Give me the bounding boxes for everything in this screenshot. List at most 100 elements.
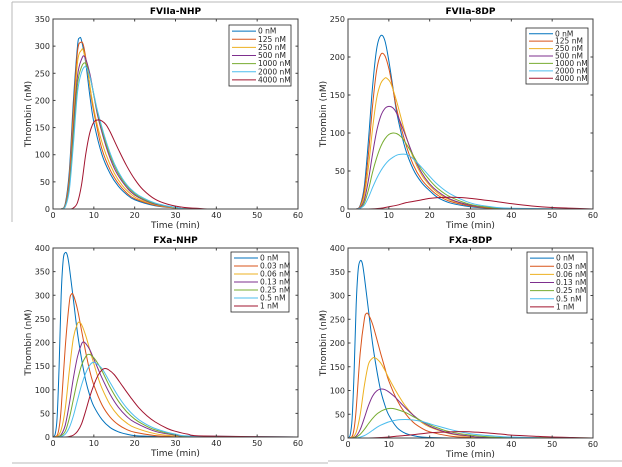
x-tick-label: 50 bbox=[547, 440, 557, 449]
legend-item-0-nm: 0 nM bbox=[234, 254, 278, 263]
y-tick-label: 100 bbox=[330, 387, 345, 396]
legend-label: 0 nM bbox=[258, 27, 276, 36]
series-line-2000-nm bbox=[53, 66, 298, 209]
y-axis-label: Thrombin (nM) bbox=[24, 309, 34, 376]
x-tick-label: 40 bbox=[211, 211, 221, 220]
legend-label: 0.06 nM bbox=[556, 270, 586, 279]
y-tick-label: 300 bbox=[35, 42, 50, 51]
legend-label: 0 nM bbox=[260, 254, 278, 263]
legend-item-0-03-nm: 0.03 nM bbox=[234, 262, 290, 271]
legend-label: 0.13 nM bbox=[556, 278, 586, 287]
x-tick-label: 30 bbox=[465, 440, 475, 449]
x-tick-label: 50 bbox=[252, 439, 262, 448]
y-tick-label: 50 bbox=[335, 410, 345, 419]
series-line-2000-nm bbox=[348, 153, 593, 209]
series-line-1-nm bbox=[53, 367, 298, 437]
legend-item-2000-nm: 2000 nM bbox=[529, 66, 588, 75]
x-tick-label: 0 bbox=[50, 439, 55, 448]
legend-label: 2000 nM bbox=[258, 67, 291, 76]
series-line-0-03-nm bbox=[348, 312, 593, 438]
legend-item-0-25-nm: 0.25 nM bbox=[234, 286, 290, 295]
y-axis-label: Thrombin (nM) bbox=[319, 310, 329, 377]
x-tick-label: 20 bbox=[425, 440, 435, 449]
legend-item-250-nm: 250 nM bbox=[529, 44, 583, 53]
x-axis-label: Time (min) bbox=[445, 450, 495, 460]
legend-item-4000-nm: 4000 nM bbox=[529, 74, 588, 83]
series-group bbox=[348, 259, 593, 438]
y-tick-label: 400 bbox=[35, 244, 50, 253]
series-line-4000-nm bbox=[53, 119, 298, 209]
y-tick-label: 250 bbox=[35, 315, 50, 324]
y-tick-label: 150 bbox=[35, 124, 50, 133]
plot-title: FXa-8DP bbox=[449, 236, 493, 246]
y-tick-label: 0 bbox=[45, 205, 50, 214]
legend-item-0-13-nm: 0.13 nM bbox=[530, 278, 586, 287]
legend-item-1000-nm: 1000 nM bbox=[529, 59, 588, 68]
y-tick-label: 250 bbox=[35, 69, 50, 78]
plot-title: FXa-NHP bbox=[153, 236, 198, 246]
y-tick-label: 0 bbox=[340, 434, 345, 443]
x-tick-label: 0 bbox=[345, 440, 350, 449]
y-axis-label: Thrombin (nM) bbox=[319, 81, 329, 148]
x-tick-label: 10 bbox=[384, 211, 394, 220]
legend-label: 500 nM bbox=[258, 51, 286, 60]
legend-item-0-nm: 0 nM bbox=[530, 254, 574, 263]
y-tick-label: 50 bbox=[40, 178, 50, 187]
y-axis-label: Thrombin (nM) bbox=[24, 81, 34, 148]
legend-item-500-nm: 500 nM bbox=[529, 52, 583, 61]
series-line-4000-nm bbox=[348, 196, 593, 209]
series-line-1-nm bbox=[348, 431, 593, 438]
legend-item-0-nm: 0 nM bbox=[232, 27, 276, 36]
series-line-0-nm bbox=[348, 259, 593, 438]
legend-item-0-nm: 0 nM bbox=[529, 29, 573, 38]
legend-item-500-nm: 500 nM bbox=[232, 51, 286, 60]
y-tick-label: 300 bbox=[35, 291, 50, 300]
x-tick-label: 20 bbox=[130, 439, 140, 448]
x-tick-label: 20 bbox=[425, 211, 435, 220]
series-line-500-nm bbox=[348, 105, 593, 209]
legend-item-125-nm: 125 nM bbox=[529, 37, 583, 46]
y-tick-label: 300 bbox=[330, 292, 345, 301]
x-axis-label: Time (min) bbox=[150, 221, 200, 231]
x-axis-label: Time (min) bbox=[150, 449, 200, 459]
series-group bbox=[53, 36, 298, 209]
legend: 0 nM0.03 nM0.06 nM0.13 nM0.25 nM0.5 nM1 … bbox=[230, 251, 290, 313]
x-axis-label: Time (min) bbox=[445, 221, 495, 231]
y-tick-label: 250 bbox=[330, 315, 345, 324]
legend-label: 2000 nM bbox=[555, 66, 588, 75]
legend-item-0-06-nm: 0.06 nM bbox=[530, 270, 586, 279]
x-tick-label: 30 bbox=[170, 439, 180, 448]
legend: 0 nM0.03 nM0.06 nM0.13 nM0.25 nM0.5 nM1 … bbox=[526, 251, 588, 314]
legend-item-0-5-nm: 0.5 nM bbox=[530, 294, 582, 303]
legend-item-0-25-nm: 0.25 nM bbox=[530, 286, 586, 295]
x-tick-label: 60 bbox=[293, 439, 303, 448]
plot-title: FVIIa-8DP bbox=[446, 7, 496, 17]
legend-label: 0.03 nM bbox=[260, 262, 290, 271]
series-line-0-25-nm bbox=[53, 353, 298, 437]
legend-item-1-nm: 1 nM bbox=[234, 302, 278, 311]
legend-label: 0.06 nM bbox=[260, 270, 290, 279]
legend-label: 0.03 nM bbox=[556, 262, 586, 271]
x-tick-label: 0 bbox=[345, 211, 350, 220]
legend-label: 0.5 nM bbox=[260, 294, 286, 303]
subplot-fxa-8dp: 0 10 20 30 40 50 60 0 50 100 150 200 250 300 350 400 FXa… bbox=[319, 236, 598, 460]
x-tick-label: 40 bbox=[506, 211, 516, 220]
x-tick-label: 50 bbox=[252, 211, 262, 220]
y-tick-label: 350 bbox=[330, 268, 345, 277]
y-tick-label: 150 bbox=[330, 91, 345, 100]
x-tick-label: 60 bbox=[588, 211, 598, 220]
legend-item-4000-nm: 4000 nM bbox=[232, 76, 291, 85]
series-line-0-nm bbox=[53, 251, 298, 437]
y-tick-label: 0 bbox=[45, 433, 50, 442]
series-group bbox=[348, 34, 593, 209]
series-line-1000-nm bbox=[348, 132, 593, 209]
legend-label: 125 nM bbox=[555, 37, 583, 46]
series-line-0-25-nm bbox=[348, 407, 593, 438]
series-line-0-5-nm bbox=[348, 418, 593, 438]
legend-label: 1 nM bbox=[260, 302, 278, 311]
series-line-0-13-nm bbox=[348, 388, 593, 438]
y-tick-label: 150 bbox=[35, 362, 50, 371]
legend-item-0-5-nm: 0.5 nM bbox=[234, 294, 286, 303]
